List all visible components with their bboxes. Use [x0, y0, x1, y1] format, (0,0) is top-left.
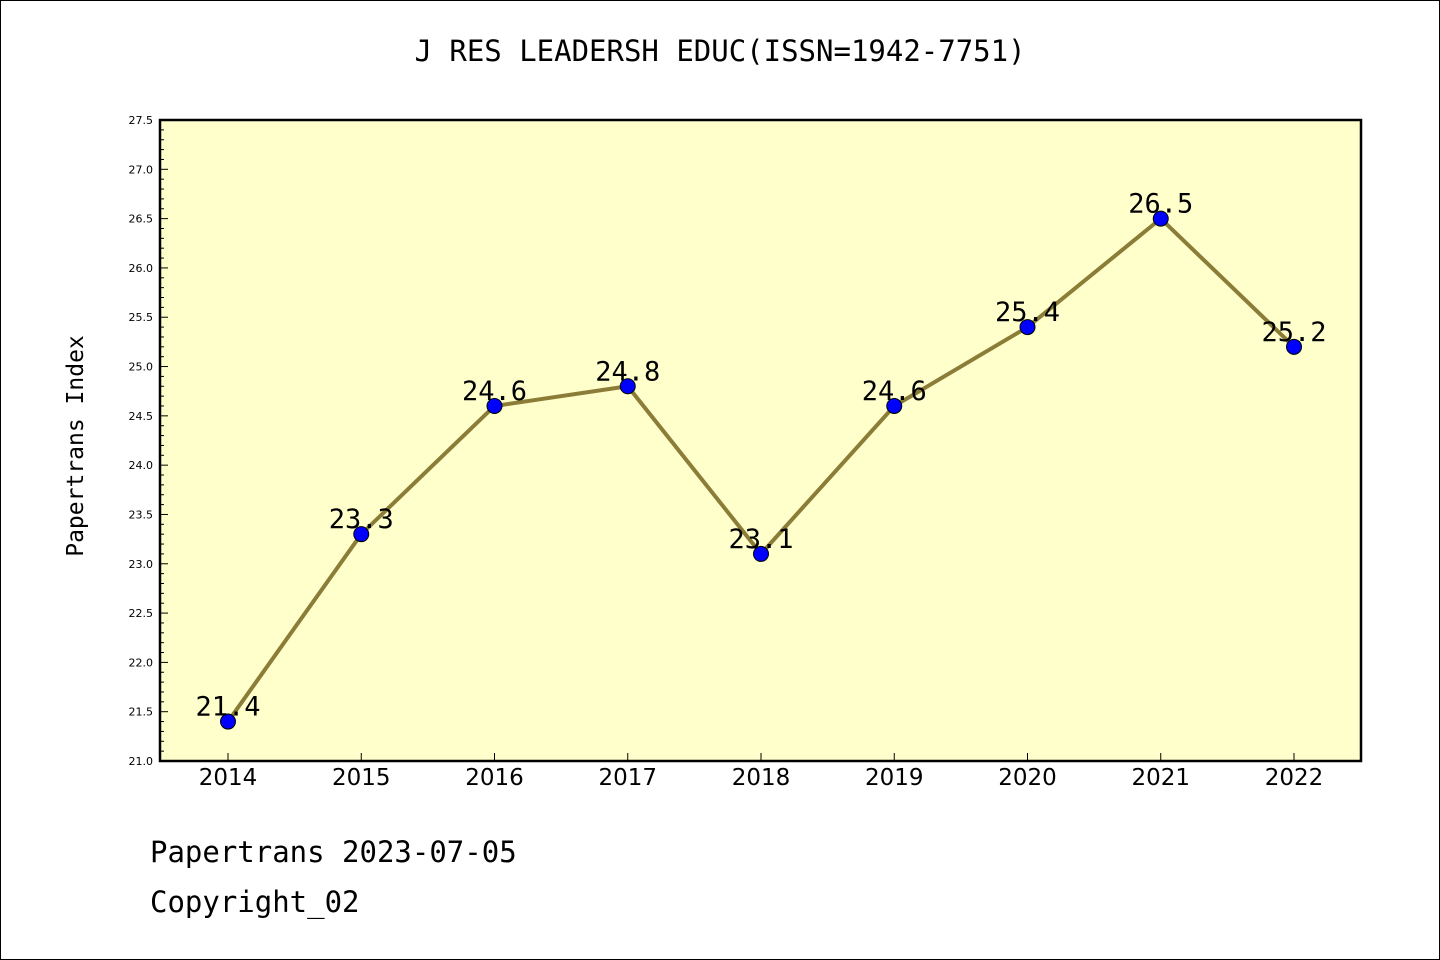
data-point-2018: [753, 545, 769, 562]
footer-copyright: Copyright_02: [150, 885, 360, 919]
y-tick-label: 21.5: [129, 706, 154, 719]
data-point-2021: [1152, 210, 1169, 227]
x-tick-label: 2021: [1131, 765, 1190, 791]
data-markers: [220, 210, 1302, 730]
data-point-2017: [619, 378, 636, 395]
y-tick-label: 24.5: [129, 410, 154, 423]
data-label-2020: 25.4: [995, 297, 1060, 328]
y-tick-label: 23.5: [129, 508, 154, 521]
data-point-2019: [886, 397, 903, 414]
y-tick-label: 23.0: [129, 558, 154, 571]
data-label-2019: 24.6: [862, 376, 927, 407]
data-label-2015: 23.3: [329, 504, 394, 535]
data-label-2014: 21.4: [195, 692, 260, 723]
y-tick-label: 21.0: [129, 755, 154, 768]
data-point-2014: [220, 713, 236, 730]
y-tick-label: 24.0: [129, 459, 154, 472]
footer-date: Papertrans 2023-07-05: [150, 835, 517, 869]
data-point-2020: [1019, 319, 1036, 336]
data-label-2017: 24.8: [595, 356, 660, 387]
y-tick-label: 25.0: [129, 361, 154, 374]
x-tick-label: 2020: [998, 765, 1057, 791]
y-axis-ticks: 21.0 21.5 22.0 22.5 23.0 23.5 24.0 24.5 25.0 25.5…: [129, 114, 168, 768]
x-tick-label: 2022: [1265, 765, 1324, 791]
y-tick-label: 22.5: [129, 607, 154, 620]
x-tick-label: 2017: [598, 765, 657, 791]
plot-area: [158, 118, 1363, 763]
chart-title: J RES LEADERSH EDUC(ISSN=1942-7751): [414, 34, 1026, 68]
data-labels: 21.4 23.3 24.6 24.8 23.1 24.6 25.4 26.5 25.2: [195, 189, 1326, 723]
x-tick-label: 2016: [465, 765, 524, 791]
x-tick-label: 2019: [865, 765, 924, 791]
y-tick-label: 27.0: [129, 163, 154, 176]
x-tick-label: 2018: [732, 765, 791, 791]
y-tick-label: 25.5: [129, 311, 154, 324]
data-label-2022: 25.2: [1261, 317, 1326, 348]
x-tick-label: 2015: [332, 765, 391, 791]
data-label-2016: 24.6: [462, 376, 527, 407]
y-tick-label: 26.0: [129, 262, 154, 275]
x-axis-ticks: 2014 2015 2016 2017 2018 2019 2020 2021 2022: [199, 753, 1324, 791]
data-point-2016: [486, 397, 503, 414]
data-point-2015: [353, 526, 370, 543]
y-tick-label: 26.5: [129, 213, 154, 226]
y-tick-label: 22.0: [129, 656, 154, 669]
data-point-2022: [1286, 338, 1302, 355]
data-label-2018: 23.1: [728, 524, 793, 555]
y-tick-label: 27.5: [129, 114, 154, 127]
x-tick-label: 2014: [199, 765, 258, 791]
data-label-2021: 26.5: [1128, 189, 1193, 220]
